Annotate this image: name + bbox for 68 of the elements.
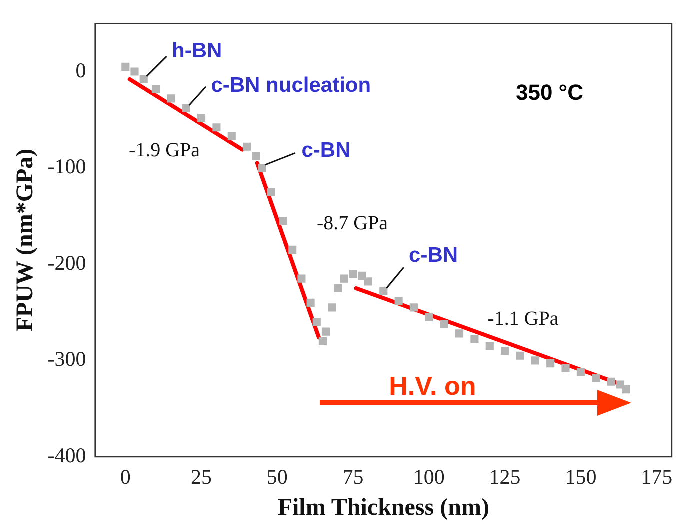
point: [425, 313, 434, 322]
y-tick-label: -400: [48, 444, 86, 468]
point: [607, 378, 616, 386]
point: [122, 62, 130, 71]
y-tick-label: 0: [76, 58, 86, 82]
point: [622, 386, 631, 394]
x-tick-label: 50: [266, 465, 288, 490]
annotation: c-BN: [409, 244, 458, 268]
x-tick-label: 100: [413, 465, 445, 490]
point: [312, 318, 321, 326]
point: [576, 368, 585, 376]
point: [616, 380, 624, 389]
point: [130, 68, 139, 76]
point: [546, 360, 555, 368]
point: [334, 284, 342, 292]
x-tick-label: 0: [120, 465, 131, 490]
point: [410, 304, 418, 312]
annotation: H.V. on: [389, 370, 476, 401]
point: [167, 94, 176, 103]
point: [328, 304, 336, 312]
annotation: -8.7 GPa: [316, 212, 388, 235]
annotation: c-BN: [302, 138, 351, 162]
point: [197, 114, 206, 122]
point: [501, 347, 510, 356]
point: [252, 152, 260, 161]
point: [562, 364, 570, 372]
point: [455, 330, 464, 338]
point: [349, 270, 358, 278]
y-axis-title: FPUW (nm*GPa): [12, 148, 39, 332]
point: [322, 328, 330, 336]
x-axis-title: Film Thickness (nm): [278, 494, 490, 521]
point: [394, 296, 403, 306]
point: [516, 352, 524, 360]
annotation: 350 °C: [516, 80, 584, 105]
point: [152, 85, 160, 94]
point: [440, 320, 448, 328]
point: [340, 274, 348, 283]
annotation: h-BN: [172, 40, 222, 63]
annotation: -1.9 GPa: [128, 139, 200, 162]
x-tick-label: 25: [191, 465, 212, 490]
x-tick-label: 125: [489, 465, 521, 490]
y-tick-label: -200: [48, 250, 86, 275]
point: [470, 335, 479, 344]
point: [531, 356, 540, 365]
point: [258, 164, 266, 172]
y-tick-label: -300: [48, 347, 86, 372]
point: [228, 132, 236, 140]
point: [380, 287, 388, 296]
y-tick-label: -100: [48, 154, 86, 179]
annotation: c-BN nucleation: [211, 74, 372, 97]
x-tick-label: 150: [565, 465, 597, 490]
point: [243, 142, 252, 151]
point: [182, 104, 190, 112]
point: [288, 246, 297, 254]
point: [364, 278, 373, 286]
point: [318, 337, 327, 346]
point: [486, 342, 494, 350]
point: [212, 124, 221, 132]
x-tick-label: 175: [641, 465, 673, 490]
annotation: -1.1 GPa: [488, 308, 559, 330]
point: [279, 217, 288, 226]
point: [358, 272, 366, 280]
point: [592, 374, 600, 382]
point: [306, 298, 315, 307]
point: [140, 75, 148, 84]
x-tick-label: 75: [342, 465, 364, 490]
point: [298, 274, 306, 283]
point: [267, 188, 276, 196]
